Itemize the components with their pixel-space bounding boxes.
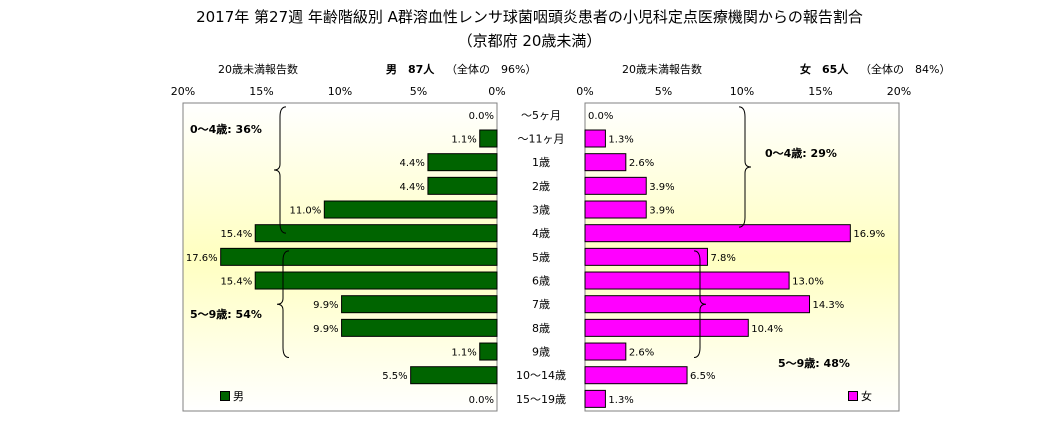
brace-male-0-4 [273,106,287,234]
data-label-male: 0.0% [469,395,494,406]
group-label-female-5-9: 5～9歳: 48% [778,356,850,370]
tick-label-right: 0% [576,85,593,98]
female-header-count: 女 65人 [800,63,849,76]
brace-female-0-4 [738,106,752,228]
chart-title: 2017年 第27週 年齢階級別 A群溶血性レンサ球菌咽頭炎患者の小児科定点医療… [196,8,863,26]
data-label-female: 1.3% [608,395,633,406]
data-label-male: 5.5% [382,371,407,382]
group-label-female-0-4: 0～4歳: 29% [765,146,837,160]
category-label: 5歳 [532,251,550,264]
male-legend: 男 [220,388,244,404]
female-header-label: 20歳未満報告数 [622,63,702,76]
tick-label-right: 10% [730,85,754,98]
female-legend-label: 女 [861,390,872,403]
group-label-male-5-9: 5～9歳: 54% [190,307,262,321]
bar-female [584,342,627,361]
data-label-female: 0.0% [588,111,613,122]
data-label-female: 2.6% [629,348,654,359]
bar-female [584,366,688,385]
category-label: 10～14歳 [516,369,566,382]
male-header-label: 20歳未満報告数 [218,63,298,76]
bar-female [584,224,851,243]
male-legend-swatch [220,391,230,401]
data-label-female: 6.5% [690,371,715,382]
bar-female [584,318,749,337]
bar-male [427,153,498,172]
data-label-female: 14.3% [813,300,845,311]
data-label-male: 17.6% [186,253,218,264]
bar-male [410,366,498,385]
bar-male [479,342,498,361]
tick-label-left: 0% [488,85,505,98]
brace-female-5-9 [693,250,707,359]
data-label-female: 2.6% [629,158,654,169]
data-label-female: 1.3% [608,135,633,146]
brace-male-5-9 [276,250,290,359]
category-label: 1歳 [532,156,550,169]
tick-label-left: 20% [171,85,195,98]
bar-male [323,200,498,219]
bar-female [584,129,606,148]
tick-label-left: 5% [410,85,427,98]
bar-female [584,176,647,195]
bar-female [584,200,647,219]
chart-subtitle: （京都府 20歳未満） [457,32,602,50]
data-label-male: 0.0% [469,111,494,122]
data-label-female: 16.9% [853,229,885,240]
data-label-male: 4.4% [400,182,425,193]
data-label-male: 11.0% [290,206,322,217]
group-label-male-0-4: 0～4歳: 36% [190,122,262,136]
female-legend-swatch [848,391,858,401]
tick-label-left: 15% [249,85,273,98]
category-label: 8歳 [532,322,550,335]
data-label-female: 3.9% [649,182,674,193]
data-label-female: 7.8% [710,253,735,264]
data-label-male: 15.4% [220,277,252,288]
category-label: ～5ヶ月 [521,109,561,122]
category-label: ～11ヶ月 [518,133,565,146]
bar-male [254,271,498,290]
category-label: 3歳 [532,204,550,217]
tick-label-right: 20% [887,85,911,98]
female-legend: 女 [848,388,872,404]
data-label-male: 9.9% [313,300,338,311]
data-label-male: 4.4% [400,158,425,169]
category-label: 2歳 [532,180,550,193]
category-label: 7歳 [532,298,550,311]
bar-female [584,247,708,266]
data-label-female: 10.4% [751,324,783,335]
male-header-count: 男 87人 [386,63,435,76]
bar-male [220,247,498,266]
data-label-male: 15.4% [220,229,252,240]
category-label: 9歳 [532,346,550,359]
category-label: 6歳 [532,275,550,288]
data-label-male: 9.9% [313,324,338,335]
data-label-male: 1.1% [451,135,476,146]
tick-label-left: 10% [328,85,352,98]
data-label-male: 1.1% [451,348,476,359]
category-label: 15～19歳 [516,393,566,406]
male-header-note: （全体の 96%） [446,63,537,76]
bar-male [254,224,498,243]
bar-female [584,295,811,314]
bar-female [584,389,606,408]
bar-male [341,295,498,314]
bar-female [584,271,790,290]
tick-label-right: 15% [808,85,832,98]
data-label-female: 13.0% [792,277,824,288]
tick-label-right: 5% [655,85,672,98]
female-header-note: （全体の 84%） [860,63,951,76]
male-legend-label: 男 [233,390,244,403]
category-label: 4歳 [532,227,550,240]
data-label-female: 3.9% [649,206,674,217]
bar-female [584,153,627,172]
bar-male [427,176,498,195]
bar-male [341,318,498,337]
bar-male [479,129,498,148]
